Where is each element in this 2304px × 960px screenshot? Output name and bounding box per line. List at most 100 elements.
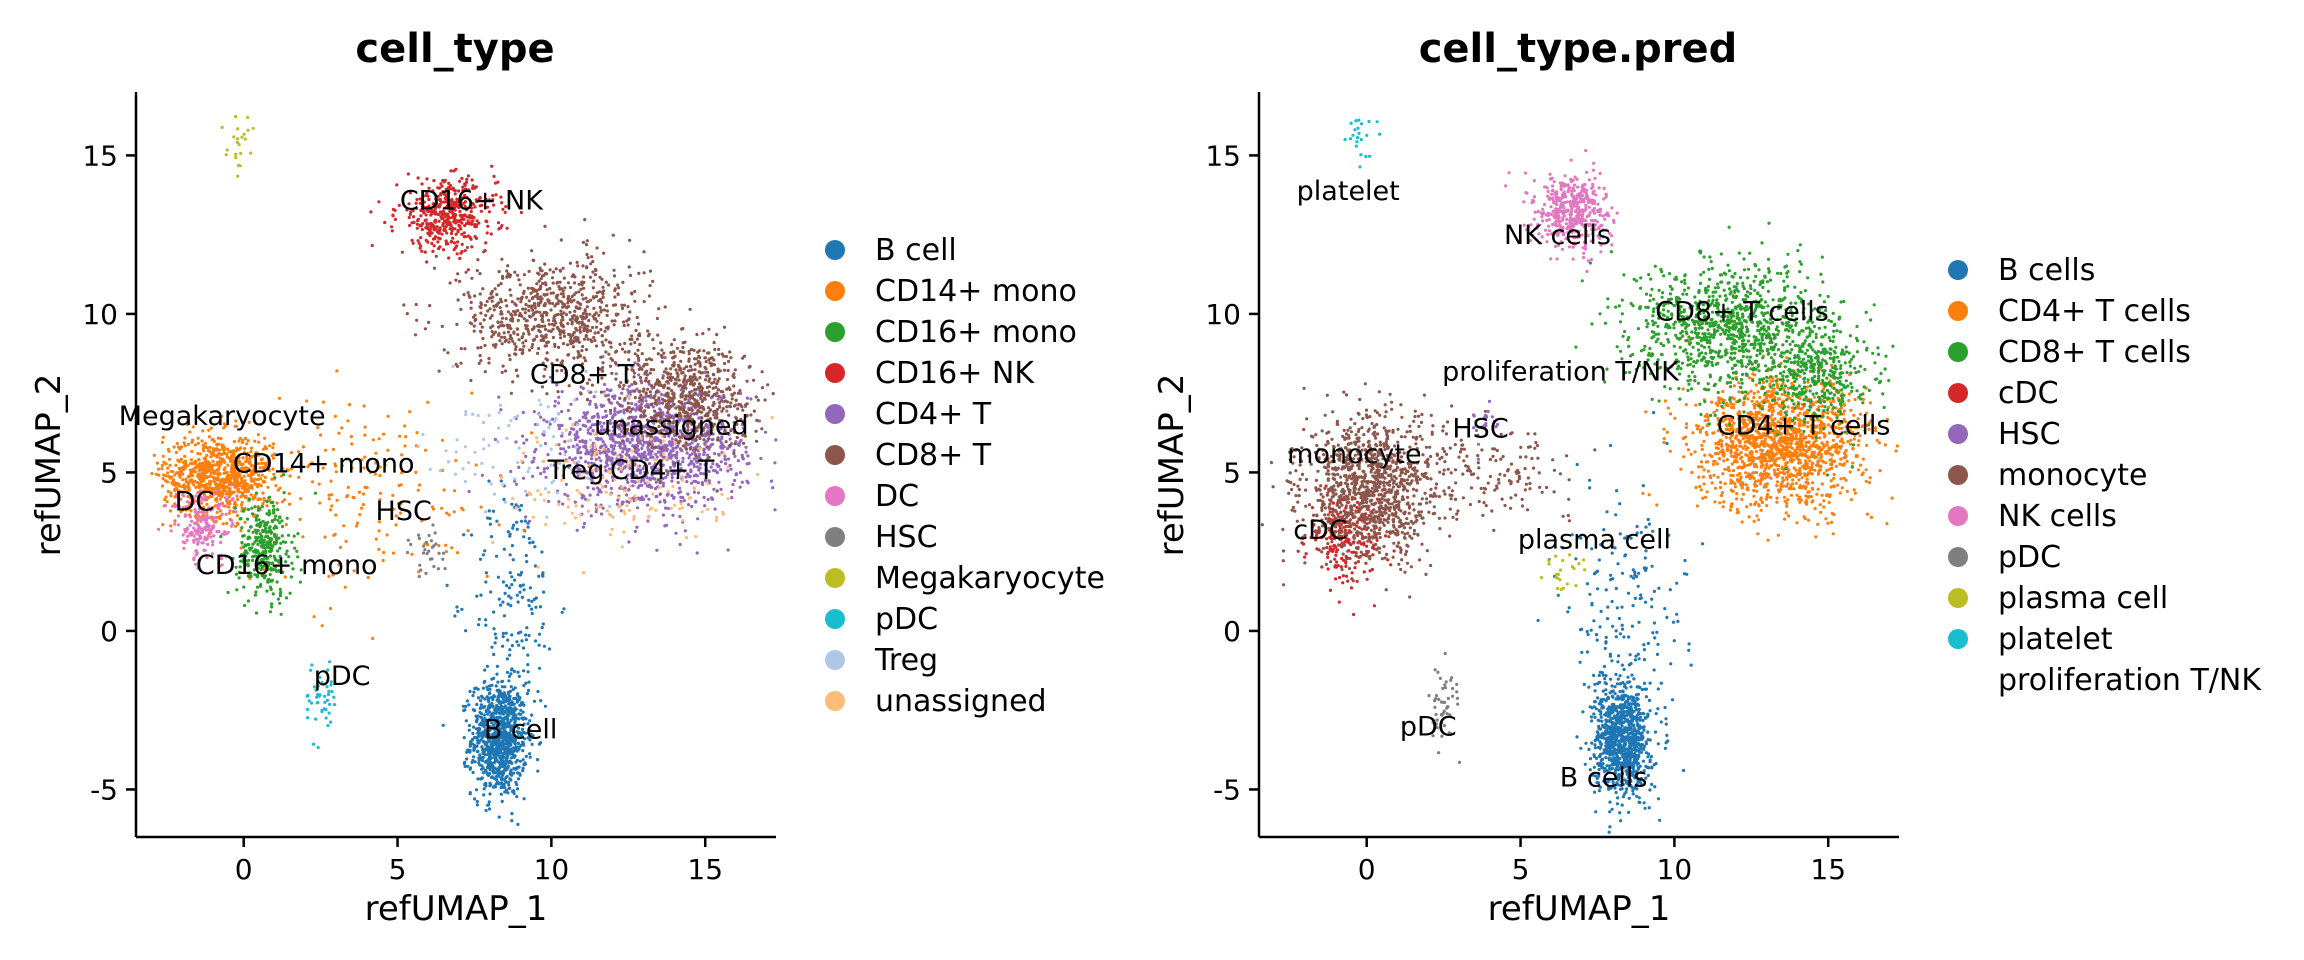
data-point xyxy=(515,787,520,791)
data-point xyxy=(456,240,460,244)
data-point xyxy=(470,760,474,765)
data-point xyxy=(455,244,459,248)
data-point xyxy=(530,287,535,291)
data-point xyxy=(647,294,652,298)
data-point xyxy=(521,341,525,345)
data-point xyxy=(484,618,488,622)
data-point xyxy=(595,344,599,348)
data-point xyxy=(253,495,257,499)
data-point xyxy=(414,302,418,307)
data-point xyxy=(279,590,283,594)
data-point xyxy=(421,221,425,226)
data-point xyxy=(478,353,482,358)
data-point xyxy=(466,219,470,223)
data-point xyxy=(510,812,514,816)
data-point xyxy=(275,526,279,530)
data-point xyxy=(508,288,512,292)
data-point xyxy=(277,536,281,540)
data-point xyxy=(471,770,475,775)
data-point xyxy=(491,723,496,727)
data-point xyxy=(210,438,214,442)
data-point xyxy=(639,497,643,501)
data-point xyxy=(432,266,437,270)
data-point xyxy=(445,583,449,588)
data-point xyxy=(486,766,490,770)
data-point xyxy=(516,822,520,827)
data-point xyxy=(202,449,206,453)
data-point xyxy=(510,700,514,704)
data-point xyxy=(207,435,211,439)
data-point xyxy=(199,474,203,478)
data-point xyxy=(487,692,491,696)
data-point xyxy=(571,345,576,349)
data-point xyxy=(526,688,531,693)
data-point xyxy=(715,471,719,475)
data-point xyxy=(323,535,327,539)
data-point xyxy=(253,505,257,509)
data-point xyxy=(216,452,221,456)
data-point xyxy=(648,269,653,273)
data-point xyxy=(473,735,477,740)
data-point xyxy=(499,479,503,483)
data-point xyxy=(522,344,526,348)
data-point xyxy=(594,325,599,329)
data-point xyxy=(382,550,386,555)
data-point xyxy=(505,304,509,308)
data-point xyxy=(539,699,543,703)
data-point xyxy=(166,466,170,470)
data-point xyxy=(468,689,472,694)
data-point xyxy=(502,497,506,501)
data-point xyxy=(532,597,536,602)
data-point xyxy=(377,437,381,441)
data-point xyxy=(548,286,552,291)
data-point xyxy=(593,331,597,335)
data-point xyxy=(522,535,526,539)
data-point xyxy=(265,543,269,548)
data-point xyxy=(609,486,614,490)
data-point xyxy=(438,237,442,241)
data-point xyxy=(561,318,565,322)
data-point xyxy=(600,334,605,338)
data-point xyxy=(411,241,415,245)
data-point xyxy=(635,406,640,410)
data-point xyxy=(634,328,638,333)
data-point xyxy=(499,312,503,316)
data-point xyxy=(475,219,479,223)
data-point xyxy=(508,553,512,557)
data-point xyxy=(602,308,607,312)
data-point xyxy=(522,684,526,688)
data-point xyxy=(484,623,488,627)
data-point xyxy=(532,410,536,414)
data-point xyxy=(501,580,505,584)
data-point xyxy=(486,706,490,710)
data-point xyxy=(630,401,634,406)
data-point xyxy=(547,647,552,651)
data-point xyxy=(506,530,510,534)
data-point xyxy=(578,427,582,431)
data-point xyxy=(428,304,432,308)
data-point xyxy=(724,458,728,462)
data-point xyxy=(298,517,302,522)
data-point xyxy=(506,780,511,784)
data-point xyxy=(524,515,528,519)
data-point xyxy=(211,459,215,463)
data-point xyxy=(178,469,182,474)
data-point xyxy=(432,244,436,248)
data-point xyxy=(481,759,485,763)
data-point xyxy=(472,324,476,328)
data-point xyxy=(223,466,227,470)
data-point xyxy=(510,317,515,321)
data-point xyxy=(424,218,428,222)
data-point xyxy=(510,644,514,648)
data-point xyxy=(258,523,262,527)
data-point xyxy=(586,428,590,432)
data-point xyxy=(536,351,540,355)
data-point xyxy=(212,479,216,483)
data-point xyxy=(452,220,456,224)
data-point xyxy=(500,776,504,781)
data-point xyxy=(330,504,334,508)
data-point xyxy=(536,769,540,773)
data-point xyxy=(537,346,541,351)
data-point xyxy=(340,426,344,430)
data-point xyxy=(537,279,541,283)
